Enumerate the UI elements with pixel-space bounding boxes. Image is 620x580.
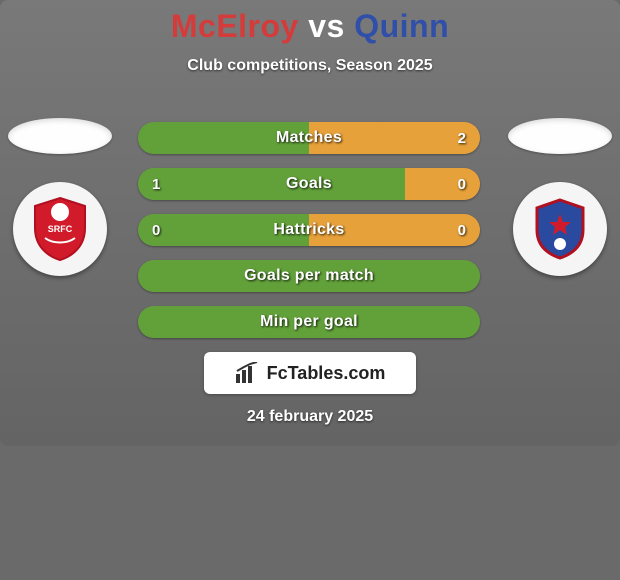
shield-icon: SRFC <box>25 194 95 264</box>
bar-row: Goals per match <box>138 260 480 292</box>
crest-ball <box>554 238 566 250</box>
club-crest-left: SRFC <box>13 182 107 276</box>
title-right-player: Quinn <box>354 8 449 44</box>
title-left-player: McElroy <box>171 8 299 44</box>
comparison-card: McElroy vs Quinn Club competitions, Seas… <box>0 0 620 446</box>
brand-text: FcTables.com <box>267 363 386 384</box>
page-title: McElroy vs Quinn <box>0 0 620 45</box>
chart-icon <box>235 362 261 384</box>
shield-icon <box>525 194 595 264</box>
club-crest-right <box>513 182 607 276</box>
bar-row: 10Goals <box>138 168 480 200</box>
bar-row: 00Hattricks <box>138 214 480 246</box>
subtitle: Club competitions, Season 2025 <box>0 57 620 75</box>
avatar-placeholder-left <box>8 118 112 154</box>
bar-row: Min per goal <box>138 306 480 338</box>
crest-text: SRFC <box>48 224 73 234</box>
bar-label: Hattricks <box>138 214 480 246</box>
comparison-bars: 2Matches 10Goals 00Hattricks Goals per matc… <box>138 122 480 338</box>
player-left-col: SRFC <box>0 118 120 276</box>
brand-badge: FcTables.com <box>204 352 416 394</box>
player-right-col <box>500 118 620 276</box>
bar-label: Min per goal <box>138 306 480 338</box>
bar-label: Matches <box>138 122 480 154</box>
avatar-placeholder-right <box>508 118 612 154</box>
crest-circle <box>51 203 69 221</box>
bar-label: Goals <box>138 168 480 200</box>
title-vs: vs <box>299 8 354 44</box>
bar-label: Goals per match <box>138 260 480 292</box>
bar-row: 2Matches <box>138 122 480 154</box>
date-text: 24 february 2025 <box>0 408 620 426</box>
